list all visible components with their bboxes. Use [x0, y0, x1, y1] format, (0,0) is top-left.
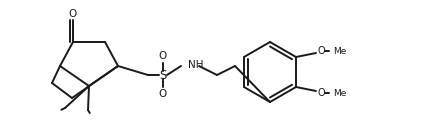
Text: O: O [316, 88, 324, 98]
Text: Me: Me [332, 47, 346, 55]
Text: S: S [159, 68, 166, 82]
Text: O: O [159, 89, 167, 99]
Text: O: O [159, 51, 167, 61]
Text: NH: NH [187, 60, 203, 70]
Text: O: O [69, 9, 77, 19]
Text: Me: Me [332, 88, 346, 98]
Text: O: O [316, 46, 324, 56]
